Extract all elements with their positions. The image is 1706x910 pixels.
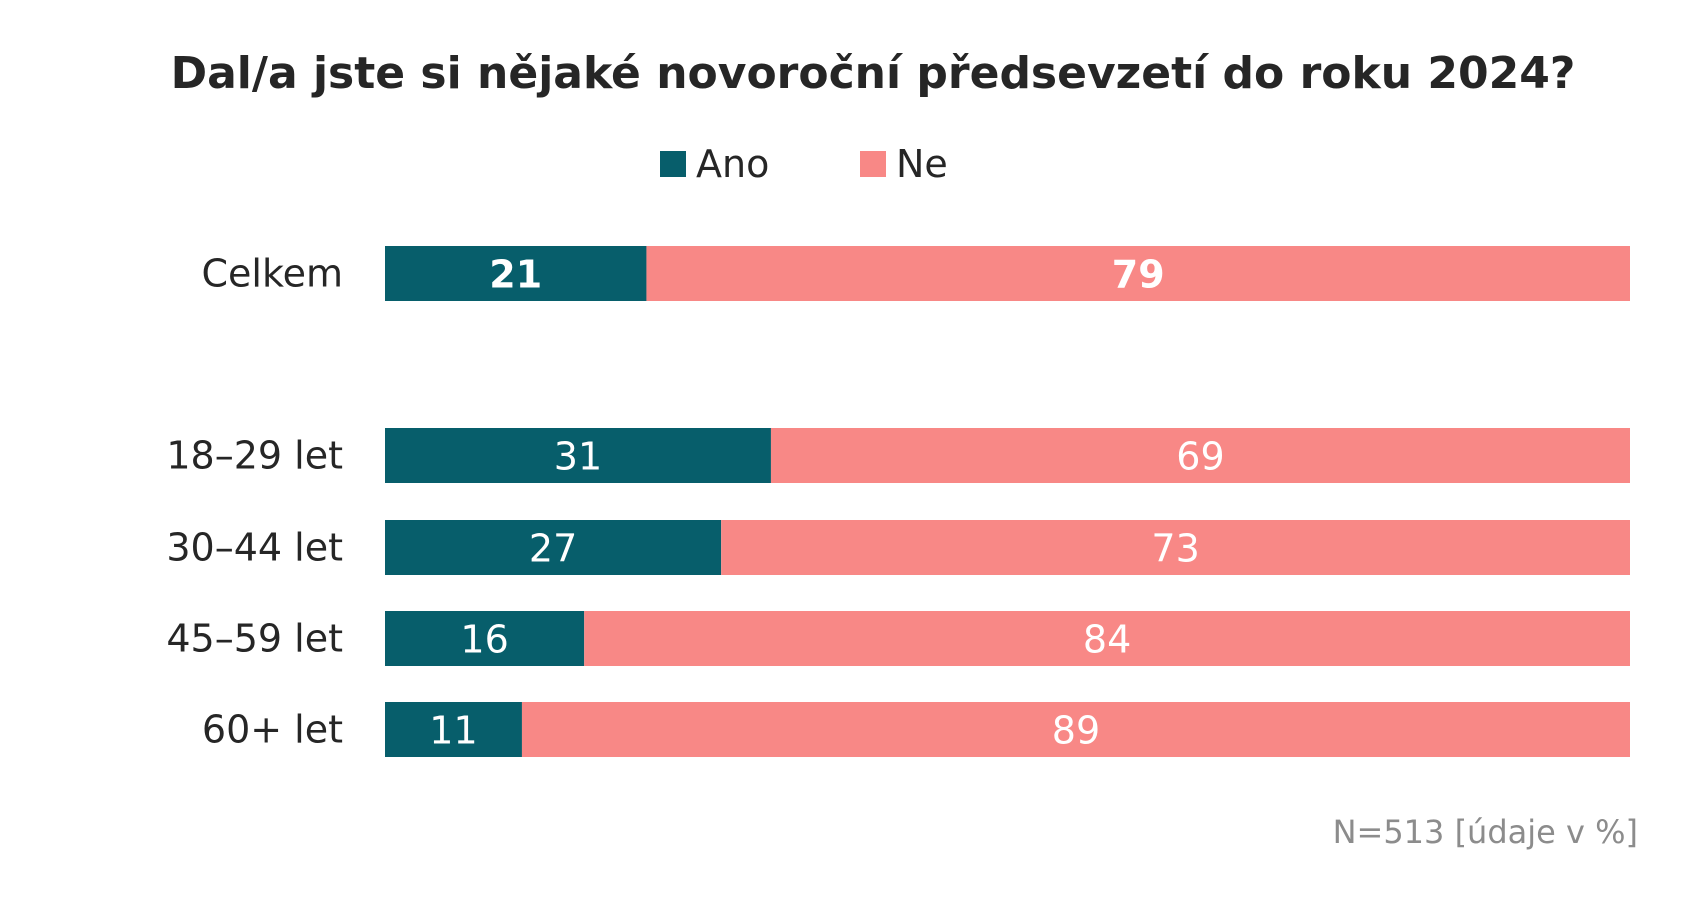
bars: Celkem 21 79 18–29 let 31 69 30–44 let 27 73 45–5… xyxy=(166,246,1631,757)
legend-label-1: Ne xyxy=(896,142,948,186)
chart-note: N=513 [údaje v %] xyxy=(1333,813,1638,851)
category-label-4: 60+ let xyxy=(202,708,343,752)
bar-ne-1 xyxy=(770,428,1630,483)
value-label-ne-4: 89 xyxy=(1052,709,1100,753)
legend-item-1: Ne xyxy=(860,142,948,186)
bar-ne-3 xyxy=(584,611,1631,666)
bar-ne-0 xyxy=(646,246,1630,301)
legend-swatch-1 xyxy=(860,151,886,177)
bar-ne-2 xyxy=(721,520,1630,575)
category-label-1: 18–29 let xyxy=(166,434,343,478)
legend-item-0: Ano xyxy=(660,142,769,186)
legend: Ano Ne xyxy=(660,142,948,186)
chart-title: Dal/a jste si nějaké novoroční předsevze… xyxy=(171,48,1576,99)
bar-ano-4 xyxy=(385,702,522,757)
legend-swatch-0 xyxy=(660,151,686,177)
category-label-2: 30–44 let xyxy=(166,526,343,570)
value-label-ne-0: 79 xyxy=(1112,253,1165,297)
value-label-ano-4: 11 xyxy=(429,709,477,753)
legend-label-0: Ano xyxy=(696,142,769,186)
value-label-ano-0: 21 xyxy=(489,253,542,297)
bar-ano-2 xyxy=(385,520,722,575)
value-label-ne-2: 73 xyxy=(1151,527,1199,571)
bar-ano-1 xyxy=(385,428,771,483)
category-label-0: Celkem xyxy=(201,252,343,296)
bar-ano-3 xyxy=(385,611,585,666)
value-label-ano-1: 31 xyxy=(554,435,602,479)
value-label-ano-2: 27 xyxy=(529,527,577,571)
bar-ne-4 xyxy=(521,702,1631,757)
value-label-ne-3: 84 xyxy=(1083,618,1131,662)
category-label-3: 45–59 let xyxy=(166,617,343,661)
value-label-ano-3: 16 xyxy=(460,618,508,662)
bar-ano-0 xyxy=(385,246,647,301)
value-label-ne-1: 69 xyxy=(1176,435,1224,479)
